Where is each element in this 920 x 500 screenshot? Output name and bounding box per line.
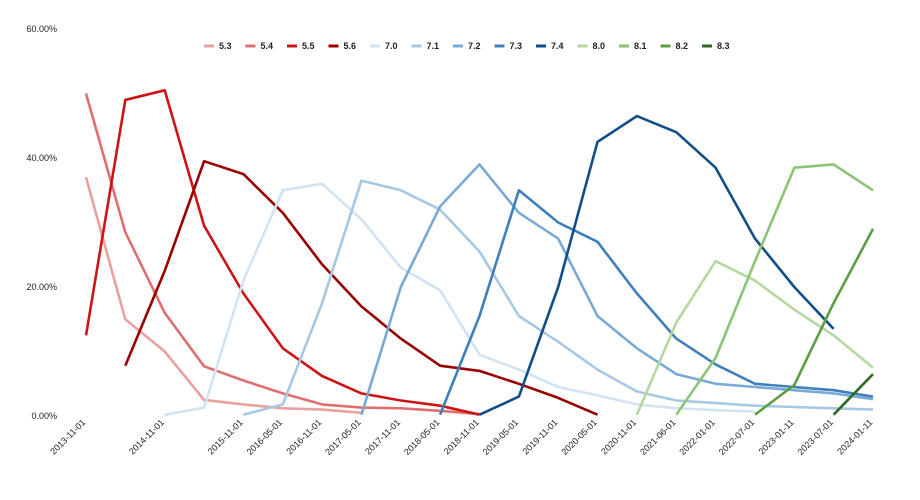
legend-item-8-2: 8.2 (660, 41, 689, 51)
x-tick-label: 2024-01-11 (835, 417, 874, 456)
series-line-8-0 (635, 259, 874, 416)
series-line-8-1 (675, 163, 874, 416)
series-line-5-5 (84, 89, 480, 416)
x-tick-label: 2022-07-01 (717, 417, 757, 457)
x-tick-label: 2020-11-01 (599, 417, 638, 456)
x-tick-label: 2020-05-01 (559, 417, 599, 457)
x-tick-label: 2017-11-01 (363, 417, 402, 456)
legend-label: 7.2 (468, 41, 481, 51)
series-lines (84, 89, 875, 416)
series-line-8-3 (832, 373, 874, 416)
x-tick-label: 2022-01-01 (677, 417, 717, 457)
legend-item-7-2: 7.2 (453, 41, 481, 51)
x-tick-label: 2021-06-01 (638, 417, 678, 457)
legend-label: 8.3 (717, 41, 730, 51)
legend-label: 5.4 (261, 41, 274, 51)
legend-label: 7.4 (551, 41, 564, 51)
x-tick-label: 2018-05-01 (402, 417, 442, 457)
series-line-7-0 (164, 182, 756, 416)
legend-label: 7.1 (427, 41, 440, 51)
x-tick-label: 2014-11-01 (127, 417, 166, 456)
legend-item-8-3: 8.3 (702, 41, 730, 51)
legend-label: 8.0 (593, 41, 606, 51)
x-tick-label: 2016-05-01 (245, 417, 285, 457)
x-tick-label: 2019-11-01 (520, 417, 559, 456)
y-axis-ticks: 0.00% 20.00% 40.00% 60.00% (26, 24, 57, 421)
legend-item-5-6: 5.6 (328, 41, 357, 51)
y-tick-label: 40.00% (26, 153, 57, 163)
series-line-5-6 (124, 159, 599, 416)
legend-item-7-4: 7.4 (536, 41, 564, 51)
x-tick-label: 2019-05-01 (481, 417, 521, 457)
legend-label: 8.2 (676, 41, 689, 51)
legend-item-8-0: 8.0 (577, 41, 606, 51)
series-line-7-3 (438, 189, 874, 416)
x-tick-label: 2023-07-01 (795, 417, 835, 457)
y-tick-label: 60.00% (26, 24, 57, 34)
series-line-5-4 (84, 93, 480, 416)
x-axis-ticks: 2013-11-01 2014-11-01 2015-11-01 2016-05-01… (48, 417, 874, 457)
y-tick-label: 0.00% (31, 411, 57, 421)
x-tick-label: 2016-11-01 (284, 417, 323, 456)
series-line-5-3 (84, 176, 362, 415)
legend-item-8-1: 8.1 (619, 41, 647, 51)
legend-item-5-4: 5.4 (245, 41, 274, 51)
x-tick-label: 2023-01-11 (757, 417, 796, 456)
legend-item-7-3: 7.3 (494, 41, 523, 51)
legend-label: 5.3 (219, 41, 232, 51)
x-tick-label: 2013-11-01 (48, 417, 87, 456)
legend-item-7-0: 7.0 (370, 41, 398, 51)
y-tick-label: 20.00% (26, 282, 57, 292)
series-line-7-4 (478, 114, 835, 416)
legend-label: 7.0 (385, 41, 398, 51)
legend-item-5-3: 5.3 (204, 41, 232, 51)
legend-label: 5.5 (302, 41, 315, 51)
x-tick-label: 2017-05-01 (323, 417, 363, 457)
legend-label: 7.3 (510, 41, 523, 51)
x-tick-label: 2015-11-01 (206, 417, 245, 456)
series-line-8-2 (754, 228, 875, 416)
legend-item-5-5: 5.5 (287, 41, 315, 51)
legend-label: 5.6 (344, 41, 357, 51)
legend-label: 8.1 (634, 41, 647, 51)
x-tick-label: 2018-11-01 (442, 417, 481, 456)
legend: 5.3 5.4 5.5 5.6 7.0 7.1 7.2 7.3 7.4 8.0 8.1 8.2 8.3 (204, 41, 730, 51)
legend-item-7-1: 7.1 (411, 41, 440, 51)
